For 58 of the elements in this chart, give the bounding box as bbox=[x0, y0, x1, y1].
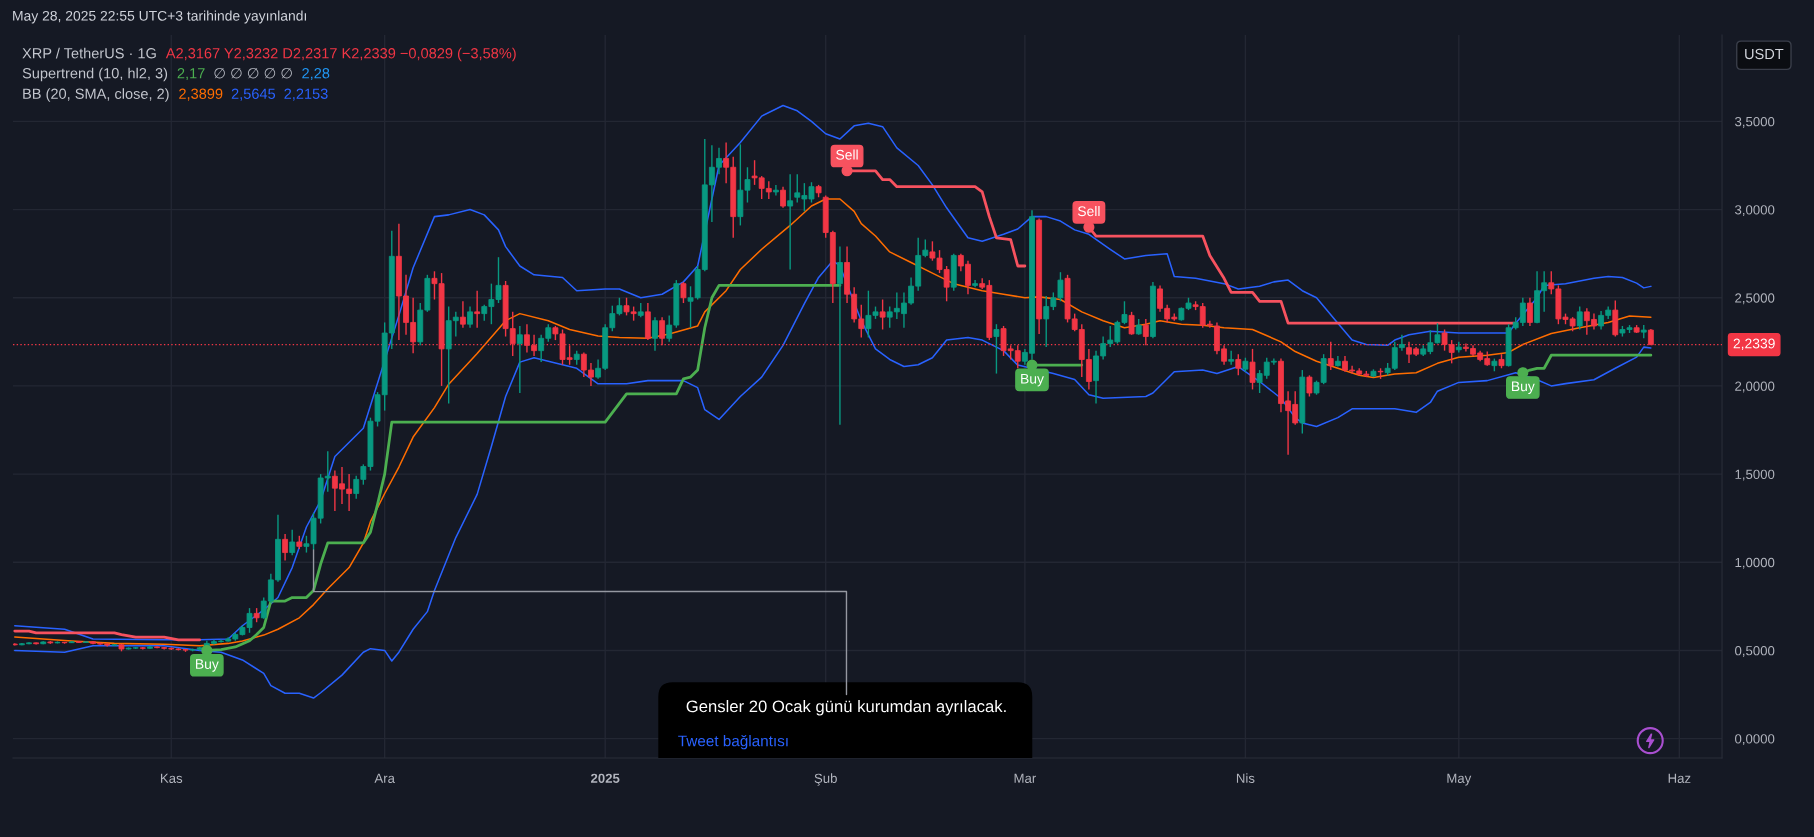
y-tick-label: 1,5000 bbox=[1735, 469, 1775, 481]
candlestick bbox=[680, 281, 687, 304]
candlestick bbox=[282, 533, 288, 562]
x-tick-label: Ara bbox=[374, 773, 395, 783]
y-tick-label: 0,0000 bbox=[1735, 734, 1775, 746]
candlestick bbox=[516, 325, 523, 394]
candlestick bbox=[1235, 353, 1242, 377]
candlestick bbox=[1576, 305, 1583, 331]
candlestick bbox=[1228, 349, 1235, 366]
annotation: 2,2153 bbox=[284, 88, 328, 101]
x-tick-label: Mar bbox=[1014, 773, 1037, 783]
y-tick-label: 1,0000 bbox=[1735, 557, 1775, 569]
x-tick-label: Kas bbox=[160, 773, 183, 783]
x-tick-label: Nis bbox=[1236, 773, 1255, 783]
candlestick bbox=[1249, 348, 1256, 391]
candlestick bbox=[460, 300, 466, 329]
y-tick-label: 2,5000 bbox=[1735, 293, 1775, 305]
annotation: ∅ ∅ ∅ ∅ ∅ bbox=[214, 67, 292, 79]
candlestick bbox=[467, 305, 473, 329]
text: XRP / TetherUS · 1G bbox=[22, 47, 156, 59]
annotation: BB (20, SMA, close, 2) bbox=[23, 88, 169, 102]
annotation: Buy bbox=[196, 659, 219, 672]
annotation: Supertrend (10, hl2, 3) bbox=[22, 67, 168, 82]
y-tick-label: 3,5000 bbox=[1735, 116, 1775, 128]
candlestick bbox=[780, 185, 786, 209]
candlestick bbox=[1306, 374, 1313, 398]
y-tick-label: 2,0000 bbox=[1735, 381, 1775, 393]
candlestick bbox=[474, 290, 481, 329]
candlestick bbox=[773, 184, 779, 197]
y-axis-title: USDT bbox=[1745, 48, 1784, 60]
annotation: Buy bbox=[1021, 373, 1044, 387]
annotation: 2,3899 bbox=[179, 88, 223, 101]
annotation: Sell bbox=[836, 149, 858, 160]
annotation: Buy bbox=[1512, 381, 1535, 394]
annotation: A2,3167 Y2,3232 D2,2317 K2,2339 −0,0829 (−3,58%) bbox=[165, 47, 516, 62]
annotation: Gensler 20 Ocak günü kurumdan ayrılacak. bbox=[686, 700, 1006, 716]
line-series bbox=[14, 104, 1652, 641]
candlestick bbox=[787, 173, 794, 271]
y-tick-label: 0,5000 bbox=[1735, 646, 1775, 657]
annotation: 2,28 bbox=[302, 68, 330, 81]
y-tick-label: 3,0000 bbox=[1735, 205, 1775, 217]
candlestick bbox=[289, 528, 296, 556]
candlestick bbox=[993, 323, 1000, 375]
x-tick-label: Şub bbox=[814, 773, 837, 786]
candlestick bbox=[652, 316, 658, 352]
candlestick bbox=[837, 245, 843, 426]
candlestick bbox=[1527, 297, 1533, 327]
annotation: 2,5645 bbox=[231, 88, 276, 101]
x-tick-label: Haz bbox=[1668, 773, 1691, 783]
candlestick bbox=[879, 298, 886, 331]
annotation: Sell bbox=[1077, 205, 1100, 217]
ref-line-label: 2,2339 bbox=[1733, 338, 1775, 351]
x-tick-label: 2025 bbox=[590, 773, 620, 783]
annotation: Tweet bağlantısı bbox=[678, 734, 788, 750]
x-tick-label: May bbox=[1447, 773, 1472, 786]
candlestick bbox=[1128, 311, 1135, 336]
annotation: 2,17 bbox=[177, 68, 205, 81]
text: May 28, 2025 22:55 UTC+3 tarihinde yayınlandı bbox=[13, 10, 306, 24]
